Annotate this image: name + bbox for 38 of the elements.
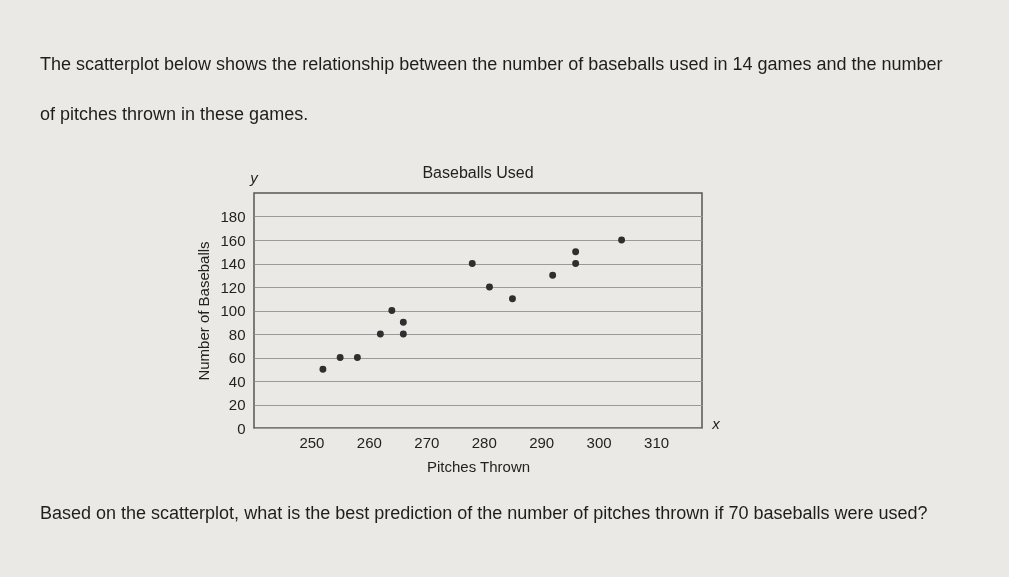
- point: [319, 365, 327, 373]
- text: Based on the scatterplot, what is the best prediction of the number of pitches thrown if 70 baseballs were used?: [40, 503, 928, 523]
- x-tick-label: 310: [644, 433, 670, 451]
- point: [353, 354, 361, 361]
- y-tick-label: 180: [220, 208, 246, 225]
- x-tick-label: 270: [414, 433, 440, 451]
- point: [399, 330, 407, 338]
- point: [399, 318, 407, 326]
- y-tick-label: 100: [220, 302, 246, 319]
- point: [618, 236, 626, 244]
- x-tick-label: 250: [299, 433, 325, 451]
- y-tick-label: 120: [220, 278, 246, 296]
- point: [572, 248, 580, 256]
- x-tick-label: 300: [586, 433, 612, 451]
- point: [572, 260, 580, 267]
- y-tick-label: 140: [220, 255, 246, 272]
- x-tick-label: 280: [471, 433, 497, 451]
- y-axis-title: Number of Baseballs: [195, 241, 213, 381]
- text: x: [711, 415, 721, 432]
- text: The scatterplot below shows the relationship between the number of baseballs used in 14 games and the number of pitches thrown in these games.: [40, 54, 943, 124]
- y-tick-label: 80: [228, 325, 246, 343]
- y-tick-label: 0: [237, 419, 246, 437]
- x-tick-label: 290: [529, 433, 555, 451]
- y-tick-label: 20: [228, 396, 246, 413]
- chart-title: Baseballs Used: [422, 164, 534, 181]
- point: [388, 307, 396, 314]
- point: [486, 283, 493, 291]
- x-tick-label: 260: [356, 433, 382, 451]
- y-tick-label: 40: [228, 372, 246, 390]
- point: [549, 271, 557, 279]
- y-tick-label: 160: [220, 231, 246, 249]
- text: y: [249, 169, 260, 186]
- point: [376, 330, 384, 338]
- point: [468, 260, 476, 267]
- y-tick-label: 60: [228, 349, 246, 366]
- x-axis-title: Pitches Thrown: [426, 457, 531, 475]
- point: [509, 295, 516, 303]
- point: [336, 354, 344, 361]
